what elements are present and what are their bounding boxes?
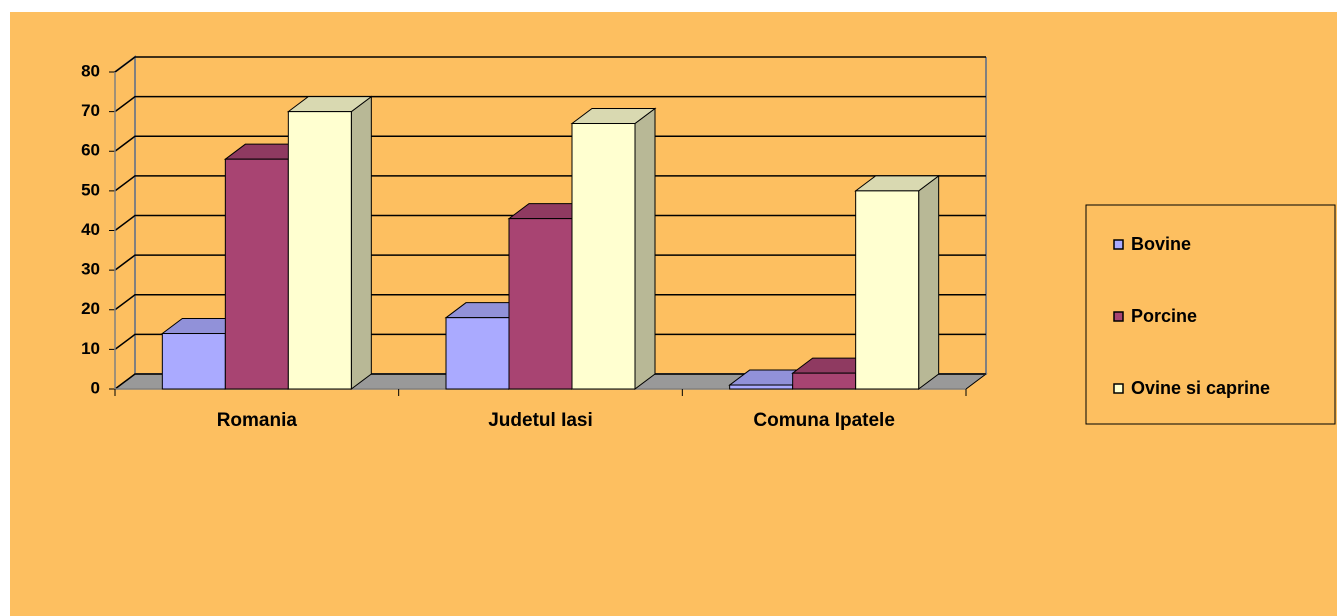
y-tick-label: 20	[81, 299, 100, 318]
grid-line	[114, 333, 986, 350]
grid-line	[114, 294, 986, 311]
grid-line	[114, 175, 986, 192]
bar-side	[918, 174, 940, 390]
y-tick-label: 30	[81, 260, 100, 279]
x-tick-label: Romania	[217, 410, 298, 431]
legend-box	[1085, 204, 1336, 425]
y-tick-label: 10	[81, 339, 100, 358]
bar-side	[634, 107, 656, 390]
grid-line	[114, 95, 986, 113]
legend-label: Ovine si caprine	[1131, 378, 1270, 398]
bar	[855, 190, 920, 390]
y-tick-label: 80	[81, 61, 100, 80]
bar	[161, 333, 226, 390]
bar	[729, 384, 794, 390]
y-tick-label: 50	[81, 180, 100, 199]
x-tick-label: Comuna Ipatele	[753, 410, 894, 431]
bar-side	[350, 95, 372, 390]
legend-swatch	[1113, 311, 1124, 322]
legend-label: Porcine	[1131, 306, 1197, 326]
legend-label: Bovine	[1131, 234, 1191, 254]
bar	[508, 218, 573, 390]
grid-line	[114, 254, 986, 271]
x-tick-label: Judetul Iasi	[488, 410, 593, 431]
bar	[224, 158, 289, 390]
y-tick-label: 40	[81, 220, 100, 239]
grid-line	[114, 373, 986, 390]
bar	[287, 111, 352, 390]
bar	[445, 317, 510, 390]
grid-line	[114, 56, 986, 73]
legend-swatch	[1113, 239, 1124, 250]
y-tick-label: 0	[91, 378, 100, 397]
grid-line	[114, 214, 986, 232]
bar	[792, 372, 857, 390]
y-tick-label: 70	[81, 101, 100, 120]
legend: Bovine Porcine Ovine si caprine	[1085, 204, 1336, 425]
bar	[571, 123, 636, 390]
y-tick-label: 60	[81, 141, 100, 160]
legend-swatch	[1113, 383, 1124, 394]
grid-line	[114, 135, 986, 152]
